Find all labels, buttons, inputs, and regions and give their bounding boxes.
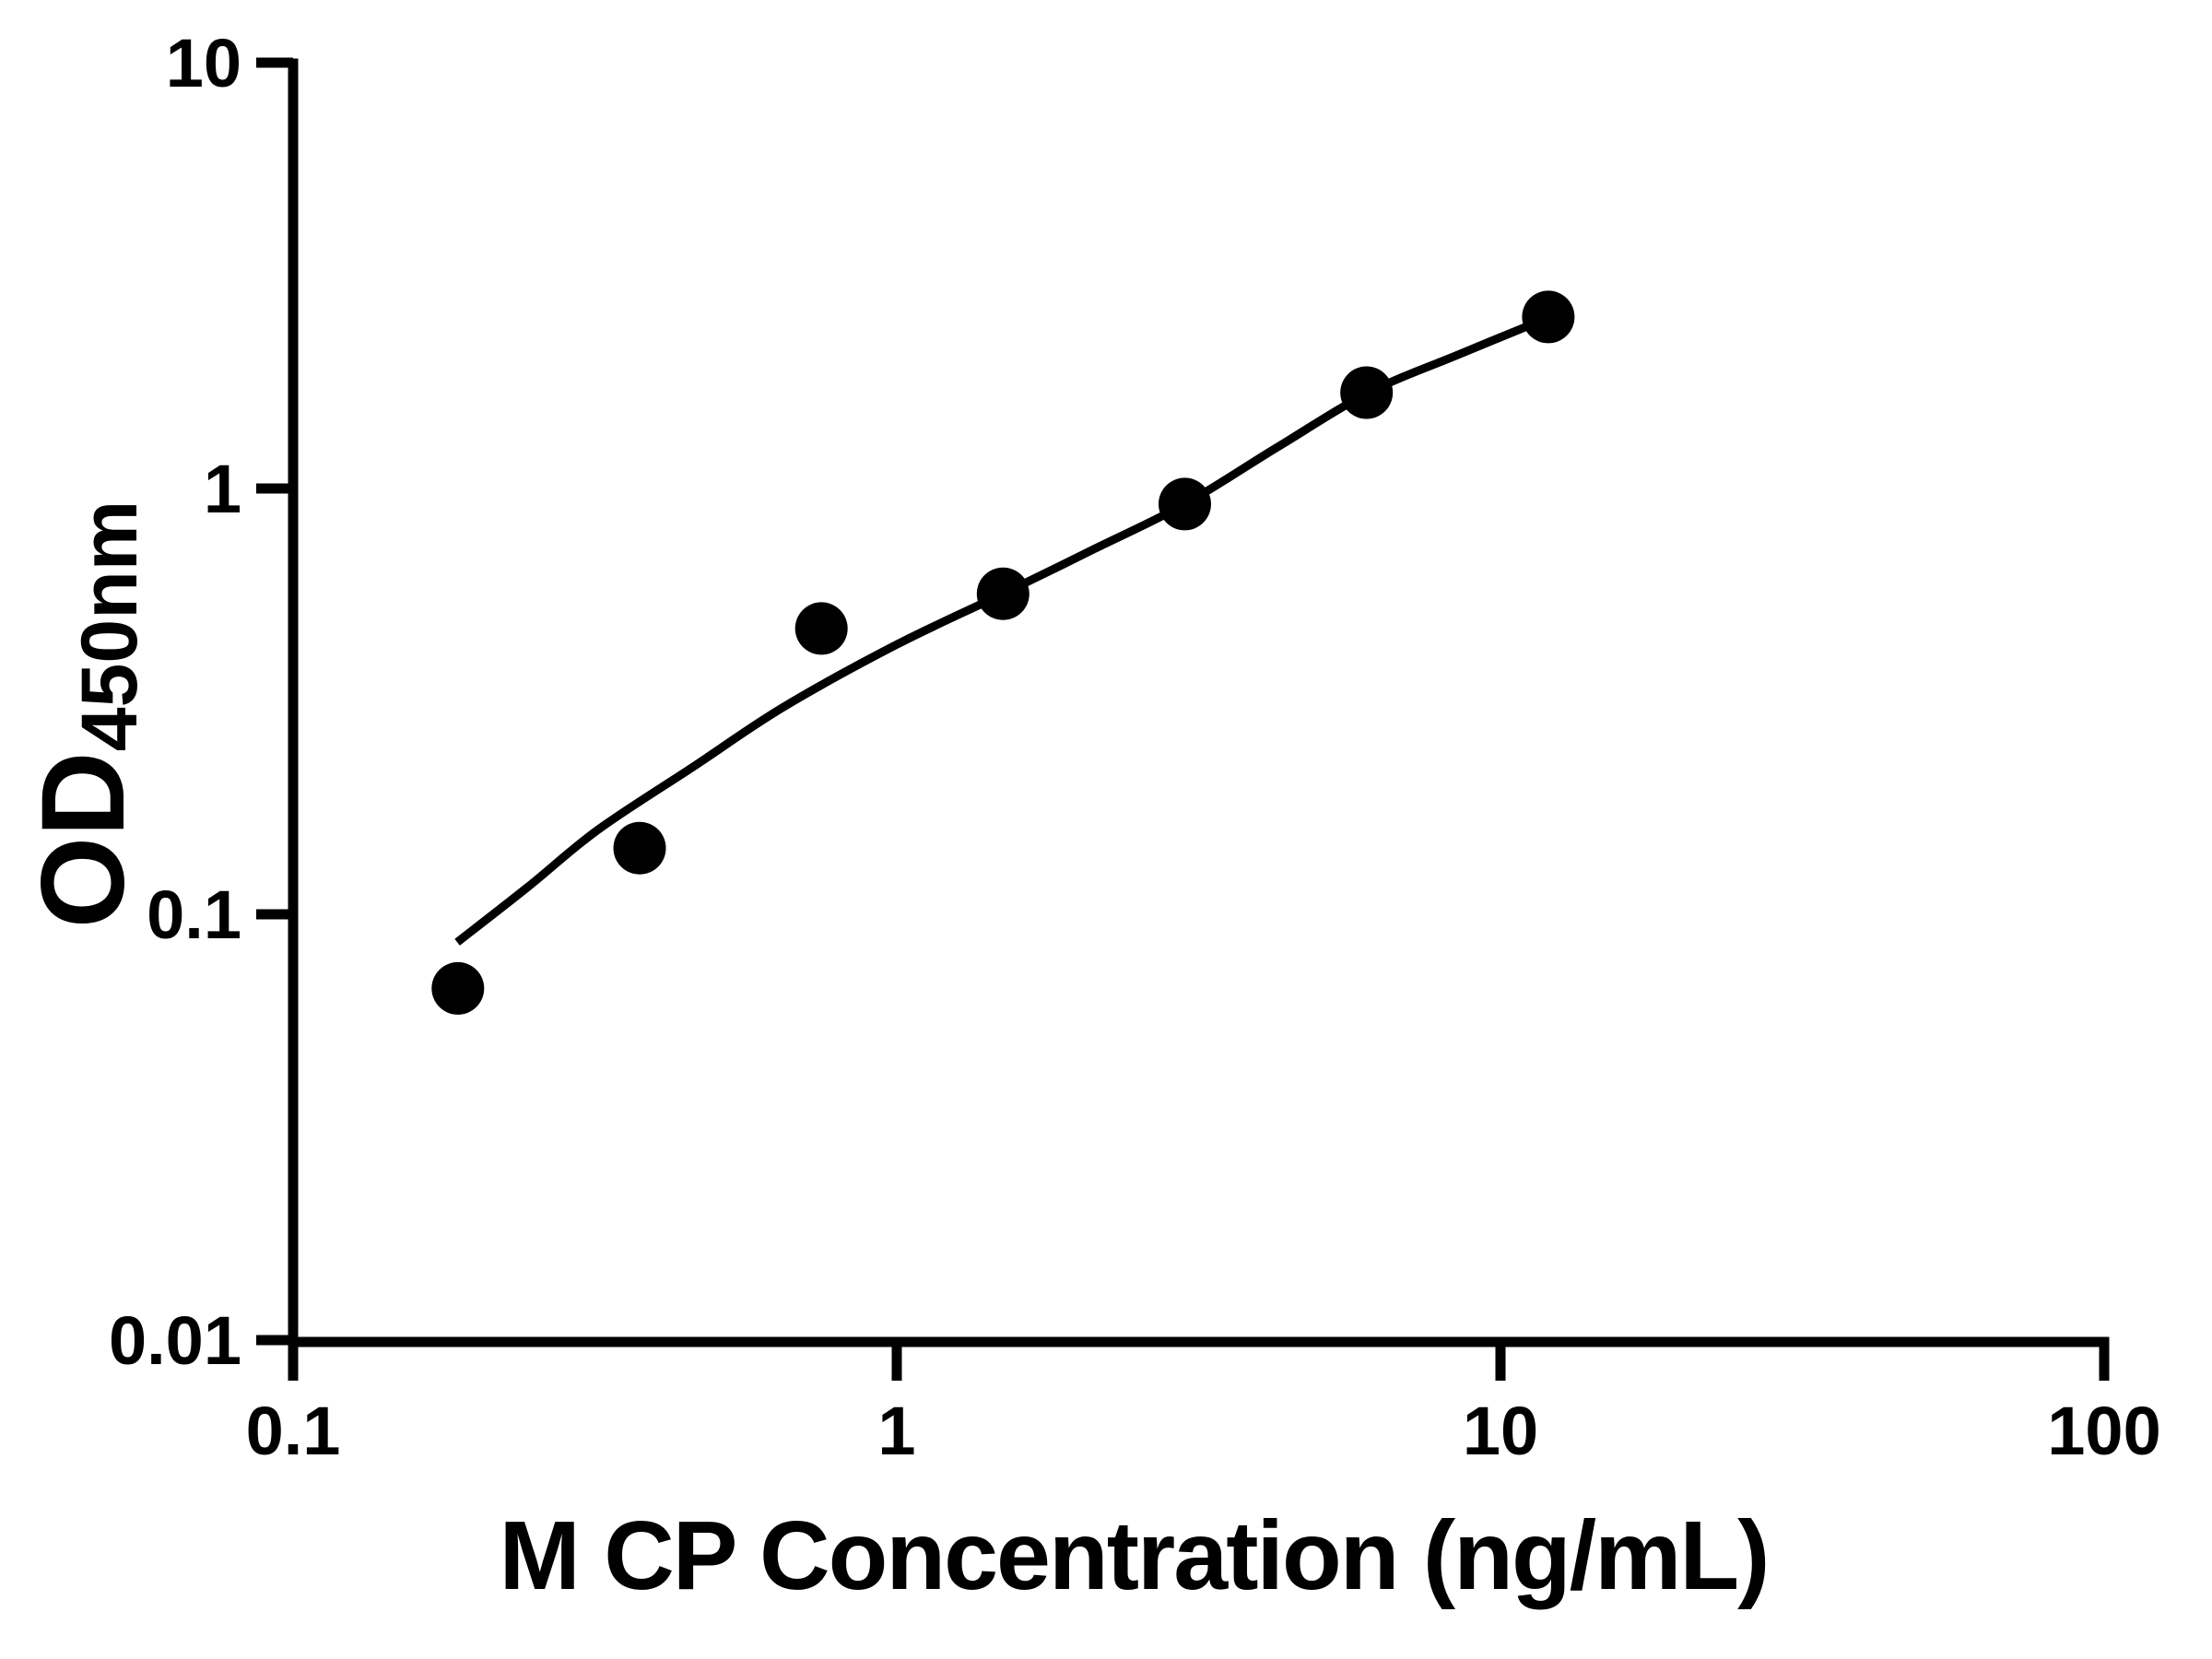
- y-tick-label: 0.1: [147, 877, 241, 953]
- x-tick-label: 10: [1463, 1393, 1538, 1469]
- y-tick-label: 10: [166, 25, 241, 101]
- x-tick-label: 0.1: [246, 1393, 341, 1469]
- data-point: [1159, 477, 1211, 531]
- data-point: [1340, 366, 1394, 419]
- data-point: [976, 567, 1030, 620]
- y-axis-title: OD450nm: [18, 500, 154, 929]
- x-axis-title: M CP Concentration (ng/mL): [500, 1501, 1769, 1610]
- data-point: [794, 602, 848, 655]
- y-tick-label: 1: [204, 451, 241, 527]
- x-tick-label: 1: [877, 1393, 915, 1469]
- od-subscript-label: 450nm: [65, 500, 154, 752]
- data-point: [1522, 290, 1575, 344]
- y-tick-label: 0.01: [109, 1302, 241, 1379]
- od-label: OD: [18, 751, 149, 928]
- x-tick-label: 100: [2047, 1393, 2160, 1469]
- data-point: [613, 821, 666, 875]
- data-point: [431, 961, 485, 1015]
